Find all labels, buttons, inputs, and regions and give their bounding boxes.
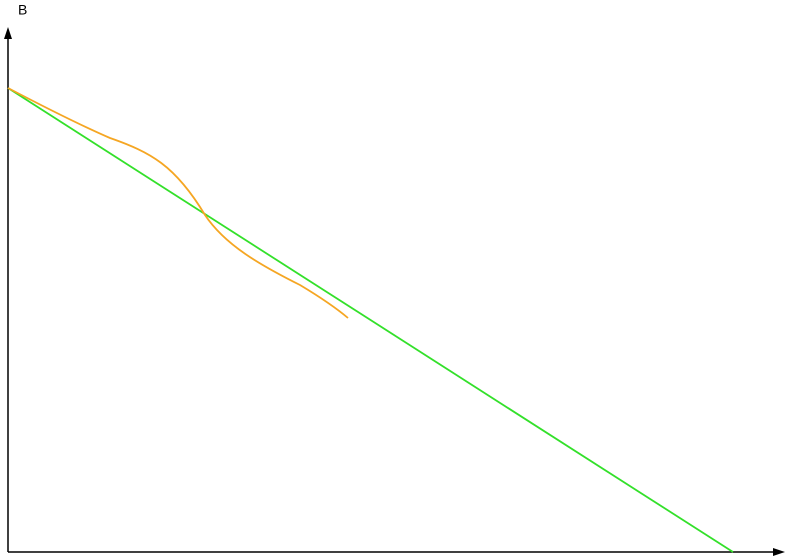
x-axis-arrow [773, 548, 785, 556]
y-axis-label: B [18, 2, 27, 18]
straight-line [7, 87, 734, 553]
curve [7, 87, 349, 319]
y-axis-arrow [4, 27, 12, 39]
